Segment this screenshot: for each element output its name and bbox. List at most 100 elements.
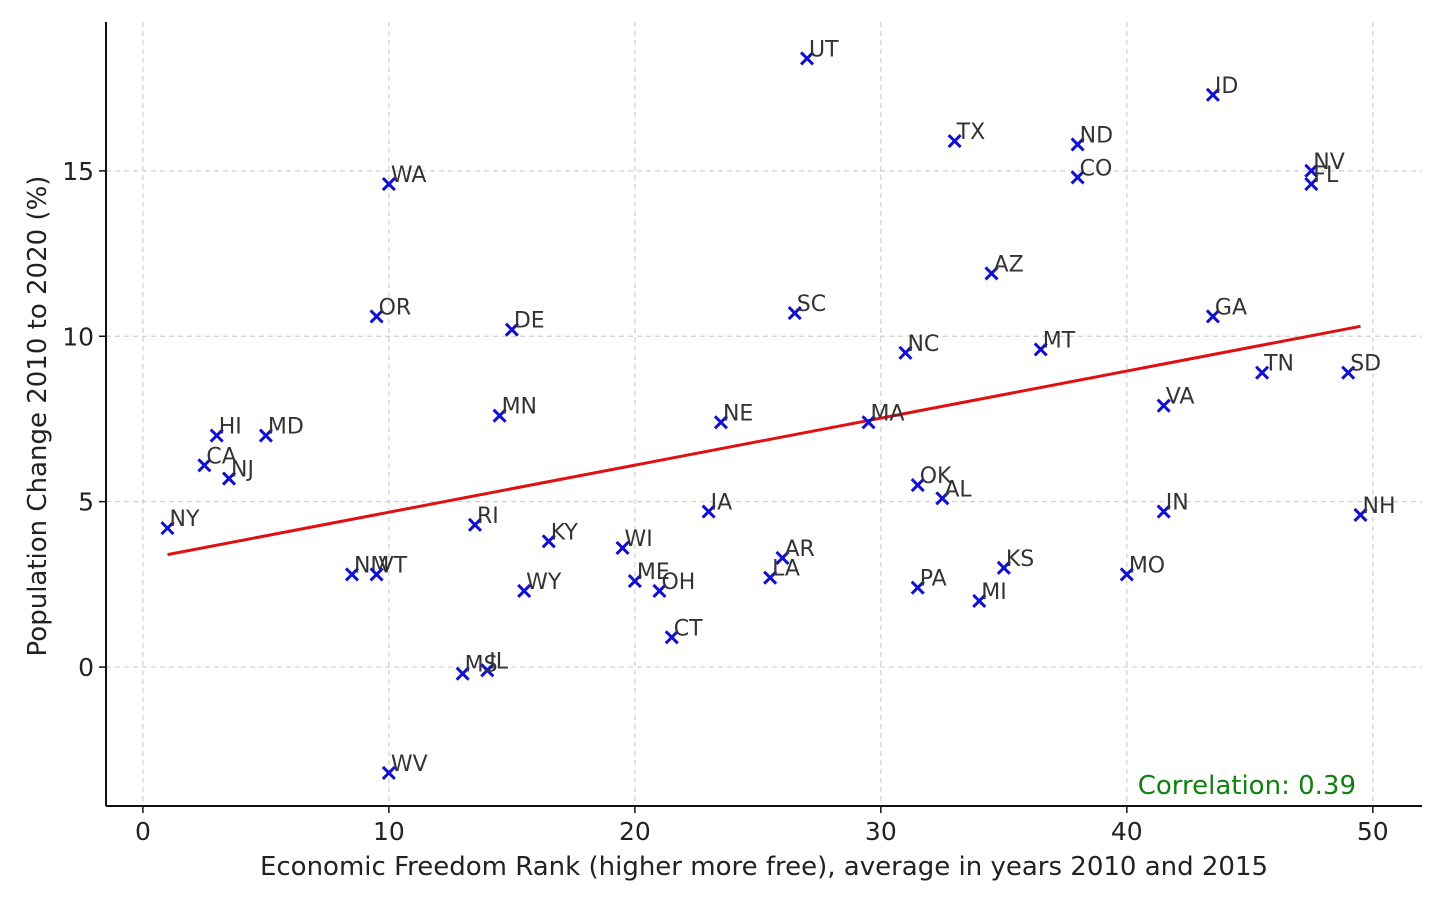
point-label: WA [391, 163, 427, 188]
data-point-pa: PA [910, 567, 947, 595]
point-label: MT [1043, 328, 1076, 353]
axes [105, 22, 1422, 807]
point-marker [344, 567, 360, 582]
point-label: CT [674, 616, 703, 641]
data-point-mi: MI [972, 580, 1007, 608]
point-marker [480, 663, 495, 678]
tick-labels: 0 10 20 30 40 50 0 5 10 15 [62, 157, 1389, 846]
data-point-sd: SD [1341, 352, 1381, 380]
data-point-hi: HI [209, 415, 242, 443]
point-label: WV [391, 752, 428, 777]
x-tick-label: 20 [619, 817, 651, 846]
point-marker [1353, 507, 1368, 522]
point-marker [996, 560, 1011, 575]
point-label: AL [944, 477, 972, 502]
point-label: MN [502, 395, 537, 420]
point-label: MA [871, 401, 905, 426]
point-label: DE [514, 309, 545, 334]
point-label: IA [711, 491, 733, 516]
point-label: UT [809, 37, 839, 62]
point-label: SC [797, 292, 826, 317]
data-point-ks: KS [996, 547, 1034, 575]
point-label: WY [526, 570, 562, 595]
point-marker [763, 570, 778, 585]
data-point-nh: NH [1353, 494, 1396, 522]
point-label: VT [379, 553, 408, 578]
point-label: LA [772, 557, 800, 582]
point-marker [381, 177, 396, 192]
point-label: MS [465, 653, 498, 678]
point-label: NE [723, 401, 753, 426]
correlation-annotation: Correlation: 0.39 [1138, 771, 1356, 801]
data-point-or: OR [369, 295, 411, 324]
point-marker [701, 504, 716, 519]
data-point-wi: WI [615, 527, 653, 556]
data-point-ia: IA [701, 491, 733, 519]
data-point-ca: CA [197, 444, 237, 473]
point-label: WI [625, 527, 653, 552]
point-marker [615, 540, 630, 556]
point-marker [972, 593, 987, 608]
y-tick-label: 5 [78, 488, 94, 517]
point-label: KY [551, 520, 579, 545]
data-point-tn: TN [1255, 352, 1294, 380]
point-marker [258, 428, 273, 443]
data-point-ky: KY [541, 520, 579, 549]
point-marker [1205, 87, 1220, 102]
grid-lines [106, 22, 1422, 806]
point-marker [984, 266, 999, 281]
point-label: NM [354, 553, 389, 578]
data-point-ga: GA [1205, 295, 1247, 324]
x-tick-label: 30 [865, 817, 897, 846]
point-label: NH [1363, 494, 1396, 519]
point-label: CA [206, 444, 236, 469]
point-marker [1341, 365, 1356, 380]
data-point-la: LA [763, 557, 800, 585]
point-marker [664, 630, 679, 645]
data-point-me: ME [627, 560, 670, 589]
data-point-va: VA [1156, 385, 1194, 413]
data-point-il: IL [480, 649, 509, 678]
data-point-ok: OK [910, 464, 952, 493]
point-marker [467, 517, 483, 532]
point-marker [947, 134, 962, 149]
point-marker [1156, 398, 1171, 413]
data-point-ar: AR [775, 537, 815, 565]
point-marker [1304, 177, 1319, 192]
point-marker [713, 415, 729, 430]
data-point-sc: SC [787, 292, 826, 321]
point-label: AR [784, 537, 814, 562]
x-tick-label: 40 [1111, 817, 1143, 846]
point-label: NC [907, 332, 939, 357]
x-tick-label: 0 [135, 817, 151, 846]
y-tick-label: 10 [62, 322, 94, 351]
y-axis-label: Population Change 2010 to 2020 (%) [23, 176, 53, 657]
data-point-co: CO [1070, 156, 1112, 185]
point-marker [504, 322, 519, 337]
point-marker [1070, 137, 1085, 152]
point-label: TN [1263, 352, 1294, 377]
point-marker [541, 534, 556, 549]
point-marker [369, 567, 384, 582]
point-label: MD [268, 415, 304, 440]
point-label: ND [1080, 123, 1113, 148]
point-marker [1070, 170, 1085, 185]
data-point-ct: CT [664, 616, 703, 645]
point-label: PA [920, 567, 947, 592]
point-label: NV [1313, 150, 1345, 175]
data-point-ny: NY [160, 507, 200, 536]
point-label: SD [1350, 352, 1381, 377]
point-marker [381, 765, 396, 780]
point-marker [787, 306, 802, 321]
point-label: KS [1006, 547, 1034, 572]
data-point-de: DE [504, 309, 545, 337]
data-point-ut: UT [799, 37, 839, 66]
data-point-nm: NM [344, 553, 389, 582]
y-tick-label: 15 [62, 157, 94, 186]
point-marker [369, 309, 384, 324]
data-point-az: AZ [984, 252, 1024, 281]
point-marker [1205, 309, 1220, 324]
point-marker [1033, 342, 1048, 357]
